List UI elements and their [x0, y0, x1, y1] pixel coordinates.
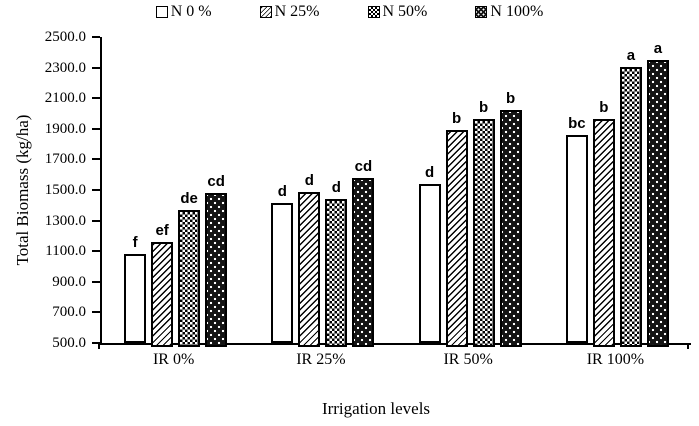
y-tick-label: 1900.0 [44, 120, 86, 137]
bar-n25-ir-100-: b [592, 99, 615, 347]
bar-n0-ir-50-: d [418, 164, 441, 343]
y-tick-mark [92, 97, 100, 100]
y-tick-mark [92, 280, 100, 283]
chart-legend: N 0 % N 25% N 50% N 100% [0, 3, 699, 20]
bar-n50-ir-25-: d [325, 179, 348, 347]
y-tick-mark [92, 250, 100, 253]
significance-letter: d [331, 179, 341, 197]
legend-marker-diagonal-hatch-icon [259, 5, 272, 18]
x-axis-label: IR 0% [152, 351, 195, 368]
y-tick-mark [92, 311, 100, 314]
legend-marker-plain-icon [155, 5, 168, 18]
x-axis-label: IR 50% [443, 351, 493, 368]
significance-letter: f [132, 234, 138, 252]
bar-n0-ir-100-: bc [565, 115, 588, 343]
bar-group-ir-100-: bc b a a [544, 37, 691, 347]
significance-letter: d [425, 163, 435, 181]
y-tick-label: 1500.0 [44, 182, 86, 198]
x-axis-label: IR 100% [586, 351, 645, 368]
bar-n100-ir-0-: cd [205, 173, 228, 347]
y-tick-label: 2500.0 [44, 29, 86, 45]
y-tick-mark [92, 127, 100, 130]
y-tick-mark [92, 189, 100, 191]
significance-letter: b [506, 89, 516, 107]
significance-letter: bc [568, 114, 586, 132]
significance-letter: cd [354, 157, 373, 175]
bar-n50-ir-100-: a [619, 47, 642, 347]
bar-n25-ir-50-: b [445, 110, 468, 347]
y-tick-label: 1700.0 [44, 151, 86, 168]
significance-letter: de [180, 189, 198, 207]
legend-label: N 0 % [170, 3, 212, 20]
bar-n0-ir-25-: d [271, 183, 294, 343]
plot-area: f ef de cd d d d cd d b b b bc b a a [100, 37, 691, 347]
y-axis-bottom-stub [98, 343, 100, 349]
y-tick-label: 700.0 [52, 304, 86, 321]
bar-n25-ir-25-: d [298, 172, 321, 347]
bar-n100-ir-25-: cd [352, 158, 375, 347]
bar-n50-ir-0-: de [178, 190, 201, 347]
bar-group-ir-25-: d d d cd [249, 37, 396, 347]
significance-letter: ef [155, 222, 169, 240]
y-tick-mark [92, 66, 100, 69]
legend-item-4: N 100% [475, 3, 543, 20]
y-tick-label: 2300.0 [44, 59, 86, 76]
y-tick-label: 500.0 [52, 335, 86, 351]
legend-item-2: N 25% [259, 3, 320, 20]
x-axis-label: IR 25% [296, 351, 346, 368]
bar-n50-ir-50-: b [472, 99, 495, 347]
legend-item-3: N 50% [367, 3, 428, 20]
significance-letter: b [452, 110, 462, 128]
y-tick-mark [92, 158, 100, 161]
y-tick-mark [92, 342, 100, 344]
bar-n0-ir-0-: f [124, 234, 147, 343]
x-axis-title: Irrigation levels [321, 399, 431, 418]
legend-label: N 50% [382, 3, 428, 20]
x-axis-end-tick [687, 343, 689, 349]
significance-letter: b [599, 98, 609, 116]
legend-label: N 100% [490, 3, 544, 20]
significance-letter: b [479, 98, 489, 116]
y-tick-mark [92, 36, 100, 38]
legend-item-1: N 0 % [155, 3, 212, 20]
significance-letter: cd [207, 173, 225, 191]
significance-letter: a [626, 46, 636, 64]
legend-marker-checkerboard-icon [367, 5, 380, 18]
legend-marker-black-white-dots-icon [475, 5, 488, 18]
significance-letter: d [277, 183, 287, 201]
bar-group-ir-0-: f ef de cd [102, 37, 249, 347]
bar-n100-ir-100-: a [646, 40, 669, 347]
bar-n100-ir-50-: b [499, 90, 522, 347]
significance-letter: d [304, 172, 314, 190]
bar-groups: f ef de cd d d d cd d b b b bc b a a [102, 37, 691, 347]
y-tick-mark [92, 219, 100, 222]
y-tick-label: 1300.0 [44, 212, 86, 229]
y-tick-label: 2100.0 [44, 90, 86, 107]
bar-n25-ir-0-: ef [151, 222, 174, 347]
x-axis-category-labels: IR 0% IR 25% IR 50% IR 100% [100, 351, 689, 369]
y-tick-label: 1100.0 [45, 243, 86, 260]
significance-letter: a [653, 39, 663, 57]
y-tick-label: 900.0 [52, 273, 86, 290]
legend-label: N 25% [274, 3, 320, 20]
